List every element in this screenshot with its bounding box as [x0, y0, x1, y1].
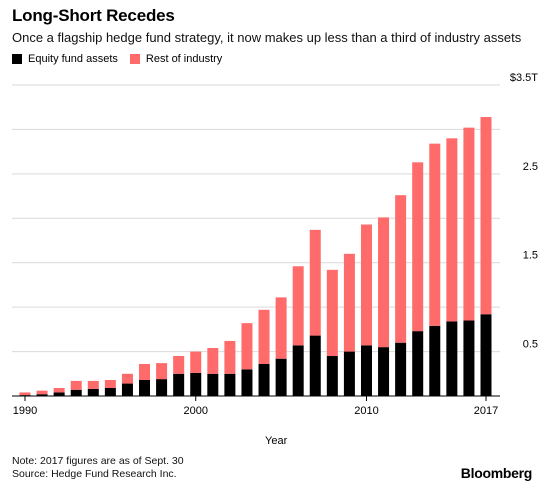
bar-equity-2016: [463, 320, 475, 396]
x-tick-label: 2000: [183, 405, 207, 417]
bar-equity-2005: [275, 358, 287, 396]
bar-equity-1996: [121, 383, 133, 396]
x-tick-label: 1990: [13, 405, 37, 417]
bar-equity-2006: [292, 345, 304, 396]
source-note: Source: Hedge Fund Research Inc.: [12, 468, 177, 480]
legend-label-rest: Rest of industry: [145, 53, 223, 65]
legend-item-rest: Rest of industry: [129, 53, 223, 65]
bar-rest-1996: [121, 373, 133, 384]
x-axis-label: Year: [265, 435, 288, 447]
bar-rest-2007: [309, 229, 321, 336]
bar-equity-2009: [343, 351, 355, 396]
bar-rest-2001: [207, 348, 219, 374]
bar-rest-1994: [87, 380, 99, 389]
y-tick-label: 0.5: [523, 339, 538, 351]
bar-equity-1991: [36, 394, 48, 396]
bar-rest-1991: [36, 390, 48, 395]
bar-rest-2002: [224, 340, 236, 374]
footer: Note: 2017 figures are as of Sept. 30 So…: [12, 455, 184, 481]
bar-rest-2009: [343, 253, 355, 352]
y-tick-label: 1.5: [523, 250, 538, 262]
bar-equity-1998: [156, 379, 168, 396]
bar-rest-2006: [292, 266, 304, 346]
bar-rest-1993: [70, 380, 82, 390]
bar-equity-2007: [309, 335, 321, 396]
bar-equity-1990: [19, 395, 31, 396]
bar-equity-2002: [224, 373, 236, 396]
bar-equity-2017: [480, 314, 492, 396]
x-tick-label: 2010: [354, 405, 378, 417]
bar-rest-2015: [446, 138, 458, 322]
bar-equity-1997: [139, 380, 151, 396]
bar-equity-2010: [360, 345, 372, 396]
legend-item-equity: Equity fund assets: [12, 53, 118, 65]
bar-equity-1999: [173, 373, 185, 396]
bar-rest-2016: [463, 127, 475, 321]
y-tick-label: $3.5T: [510, 72, 538, 84]
bar-equity-2000: [190, 372, 202, 396]
bar-equity-2008: [326, 356, 338, 396]
bar-equity-2003: [241, 369, 253, 396]
bar-rest-2003: [241, 323, 253, 370]
bar-equity-1993: [70, 389, 82, 396]
legend-swatch-rest: [129, 54, 140, 64]
bar-equity-2011: [378, 347, 390, 396]
chart-subtitle: Once a flagship hedge fund strategy, it …: [12, 30, 522, 45]
footnote: Note: 2017 figures are as of Sept. 30: [12, 455, 184, 467]
bar-rest-1995: [104, 380, 116, 389]
bars: [19, 116, 492, 396]
bar-rest-2010: [360, 224, 372, 346]
chart-title: Long-Short Recedes: [12, 6, 175, 25]
gridlines: [12, 84, 500, 397]
bar-rest-2008: [326, 269, 338, 357]
bloomberg-logo: Bloomberg: [460, 465, 533, 481]
x-tick-label: 2017: [474, 405, 498, 417]
bar-equity-1995: [104, 388, 116, 396]
bar-equity-2014: [429, 325, 441, 396]
bar-rest-2005: [275, 297, 287, 359]
bar-rest-1998: [156, 363, 168, 380]
legend-label-equity: Equity fund assets: [28, 53, 118, 65]
y-tick-label: 2.5: [523, 161, 538, 173]
bar-rest-1990: [19, 392, 31, 396]
legend: Equity fund assets Rest of industry: [12, 53, 234, 65]
bar-equity-1992: [53, 392, 65, 396]
legend-swatch-equity: [12, 54, 22, 64]
bar-rest-1999: [173, 356, 185, 374]
bar-rest-2004: [258, 309, 270, 365]
x-tick-labels: 1990 2000 2010 2017: [13, 396, 498, 417]
bar-equity-1994: [87, 388, 99, 396]
bar-equity-2012: [395, 342, 407, 396]
bar-rest-2012: [395, 195, 407, 343]
bar-equity-2004: [258, 364, 270, 396]
bar-rest-2011: [378, 217, 390, 348]
bar-equity-2001: [207, 373, 219, 396]
y-tick-labels: 0.5 1.5 2.5 $3.5T: [510, 72, 538, 351]
bar-equity-2013: [412, 331, 424, 396]
bar-equity-2015: [446, 321, 458, 396]
bar-rest-1997: [139, 364, 151, 381]
bar-rest-2017: [480, 116, 492, 315]
bar-rest-2013: [412, 162, 424, 332]
bar-rest-2000: [190, 351, 202, 373]
bar-rest-2014: [429, 143, 441, 326]
bar-rest-1992: [53, 388, 65, 393]
